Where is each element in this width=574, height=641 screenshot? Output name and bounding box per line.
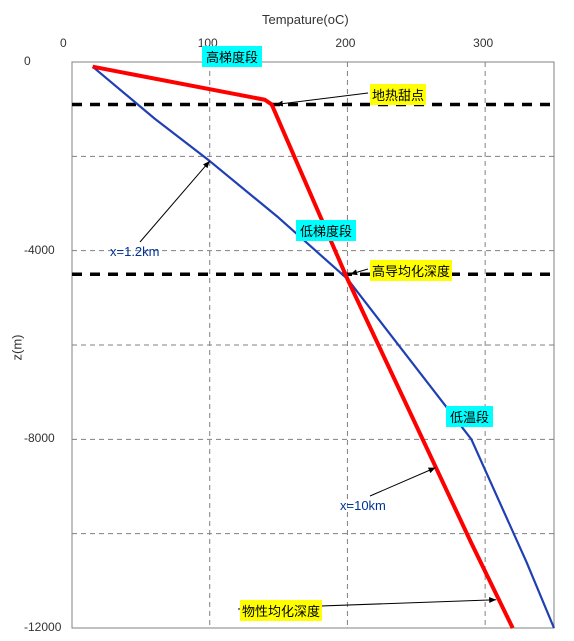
callout-label-2: 物性均化深度 <box>240 600 322 621</box>
y-tick: -8000 <box>24 431 55 445</box>
x-tick: 0 <box>60 36 67 50</box>
x-tick: 200 <box>335 36 355 50</box>
y-tick: 0 <box>24 54 31 68</box>
y-axis-title: z(m) <box>10 335 25 361</box>
callout-label-0: 地热甜点 <box>370 84 426 105</box>
x-tick: 300 <box>473 36 493 50</box>
temperature-depth-chart: Tempature(oC) z(m) 01002003000-4000-8000… <box>0 0 574 641</box>
chart-svg <box>0 0 574 641</box>
series-x=10km <box>93 67 513 628</box>
segment-label-0: 高梯度段 <box>202 46 262 67</box>
segment-label-1: 低梯度段 <box>296 220 356 241</box>
series-label-1: x=10km <box>340 498 386 513</box>
x-axis-title: Tempature(oC) <box>262 12 349 27</box>
y-tick: -4000 <box>24 243 55 257</box>
series-label-0: x=1.2km <box>110 244 160 259</box>
segment-label-2: 低温段 <box>446 406 493 427</box>
callout-label-1: 高导均化深度 <box>370 260 452 281</box>
y-tick: -12000 <box>24 620 61 634</box>
